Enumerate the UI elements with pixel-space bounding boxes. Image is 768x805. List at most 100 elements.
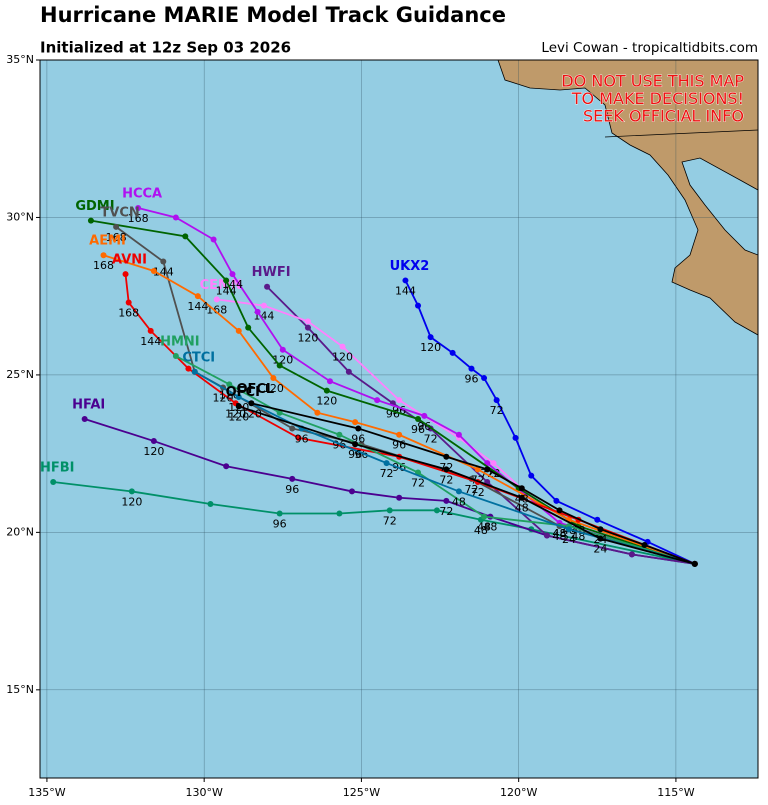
track-point [182,233,189,240]
frame [39,59,759,779]
track-name: HMNI [160,335,200,350]
track-name: HFBI [40,460,75,475]
track-point [194,293,201,300]
track-point [113,223,120,230]
hour-label: 120 [316,395,337,408]
hour-label: 72 [439,473,453,486]
hour-label: 96 [273,517,287,530]
track-point [260,302,267,309]
track-point [248,400,255,407]
hour-label: 120 [121,495,142,508]
warning-line: DO NOT USE THIS MAP [561,72,744,91]
hour-label: 72 [411,477,425,490]
track-point [81,416,88,422]
hour-label: 120 [143,445,164,458]
hour-label: 144 [153,266,174,279]
track-name: HFAI [72,398,105,413]
subtitle: Initialized at 12z Sep 03 2026 [40,39,291,57]
track-point [396,431,403,438]
track-point [323,387,330,394]
track-point [427,334,434,341]
track-point [415,416,422,422]
hour-label: 144 [216,284,237,297]
track-point [264,283,271,290]
mexico [497,60,758,336]
track-name: OFCI [226,385,260,400]
gulf [681,157,758,256]
hour-label: 120 [219,388,240,401]
track-point [556,507,563,514]
warning-line: TO MAKE DECISIONS! [571,89,744,108]
track-point [150,438,157,445]
hour-label: 96 [464,373,478,386]
hour-label: 96 [351,432,365,445]
hour-label: 168 [93,259,114,272]
track-point [396,494,403,501]
hour-label: 72 [490,404,504,417]
track-point [597,526,604,533]
track-point [543,532,550,539]
hour-label: 120 [332,351,353,364]
track-point [339,343,346,350]
hour-label: 120 [297,332,318,345]
track-point [276,510,283,517]
track-point [484,466,491,473]
x-tick-label: 130°W [185,786,222,799]
hour-label: 48 [483,521,497,534]
hour-label: 168 [106,231,127,244]
track-point [443,466,450,473]
hour-label: 24 [593,533,607,546]
track-point [415,302,422,309]
track-point [276,409,283,416]
x-tick-label: 135°W [28,786,65,799]
track-point [100,252,107,259]
track-point [235,393,242,400]
track-point [421,412,428,419]
hour-label: 144 [187,300,208,313]
track-point [245,324,252,331]
hour-label: 120 [241,407,262,420]
y-tick-label: 30°N [6,210,34,223]
track-name: AEMI [89,234,126,249]
hour-label: 144 [140,335,161,348]
track-point [191,368,198,375]
track-point [565,526,572,533]
track-line [53,481,695,565]
track-point [396,397,403,404]
track-point [449,349,456,356]
track-point [628,551,635,558]
hour-label: 120 [225,407,246,420]
axes: 135°W 130°W 125°W 120°W 115°W 15°N 20°N 25°N 30°… [6,53,694,799]
hour-label: 144 [395,284,416,297]
hour-label: 72 [424,432,438,445]
track-name: CEMN [200,278,242,293]
track-point [229,271,236,278]
hour-label: 24 [593,543,607,556]
track-point [402,277,409,284]
track-point [304,318,311,325]
track-point [386,507,393,514]
track-point [235,327,242,334]
hour-label: 168 [118,306,139,319]
track-point [348,488,355,495]
track-point [304,324,311,331]
hour-label: 96 [417,420,431,433]
track-point [226,381,233,388]
hour-label: 72 [380,467,394,480]
hour-label: 48 [515,502,529,515]
x-tick-label: 120°W [500,786,537,799]
track-point [223,463,230,470]
track-point [122,271,129,278]
hour-label: 48 [553,527,567,540]
hour-label: 96 [348,448,362,461]
track-point [336,510,343,517]
track-point [295,434,302,441]
track-name: OFCL [236,382,274,397]
border [604,129,758,138]
track-point [87,217,94,224]
y-tick-label: 35°N [6,53,34,66]
track-point [50,478,57,485]
track-point [443,497,450,504]
track-point [481,375,488,382]
